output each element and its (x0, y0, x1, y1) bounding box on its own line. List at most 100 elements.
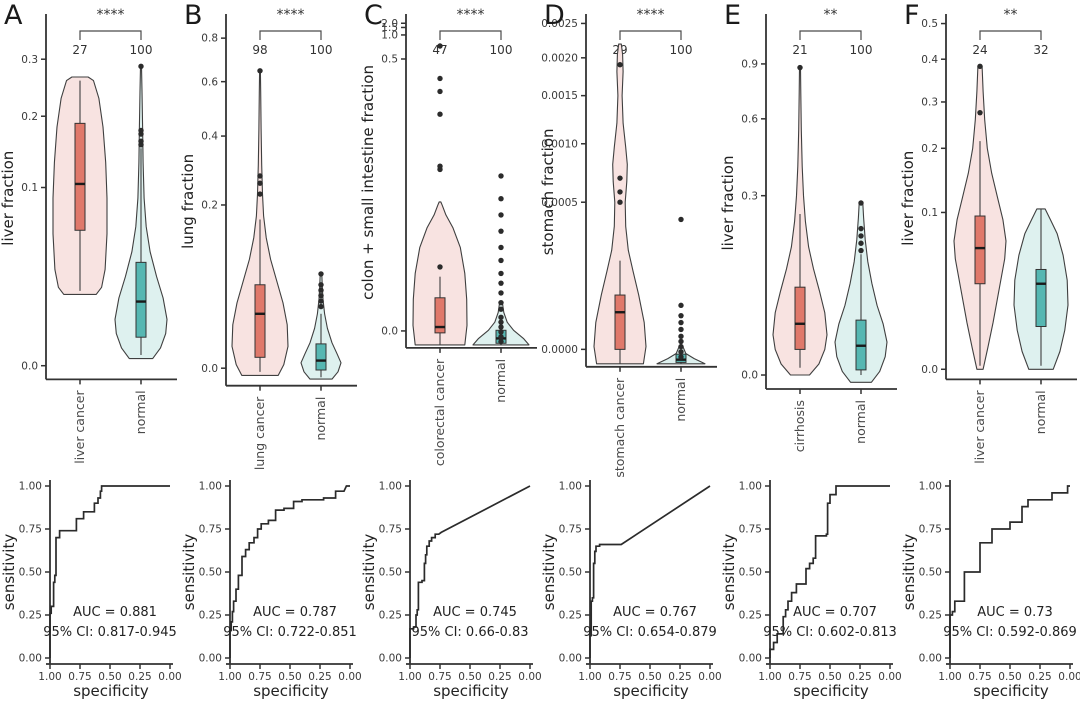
svg-text:specificity: specificity (793, 682, 869, 700)
panel-label-e: E (724, 0, 742, 31)
svg-text:0.00: 0.00 (1058, 671, 1080, 683)
svg-text:stomach fraction: stomach fraction (539, 128, 557, 255)
svg-text:0.25: 0.25 (199, 610, 222, 622)
svg-text:normal: normal (493, 359, 508, 403)
svg-text:****: **** (277, 7, 305, 23)
roc-plot-d: 1.00 0.75 0.50 0.25 0.00 0.00 0.25 0.50 0.75 1.00… (540, 480, 722, 700)
svg-text:1.00: 1.00 (398, 671, 421, 683)
svg-text:0.25: 0.25 (19, 610, 42, 622)
svg-text:1.00: 1.00 (559, 481, 582, 493)
svg-text:0.0025: 0.0025 (541, 18, 578, 30)
svg-text:0.25: 0.25 (848, 671, 871, 683)
svg-text:0.50: 0.50 (379, 567, 402, 579)
svg-text:0.75: 0.75 (248, 671, 271, 683)
svg-text:100: 100 (850, 43, 873, 57)
svg-text:sensitivity: sensitivity (0, 534, 18, 611)
svg-text:sensitivity: sensitivity (720, 534, 738, 611)
svg-text:1.0: 1.0 (381, 30, 398, 42)
svg-text:0.1: 0.1 (21, 182, 38, 194)
svg-text:specificity: specificity (973, 682, 1049, 700)
svg-text:0.00: 0.00 (698, 671, 721, 683)
svg-text:normal: normal (1033, 390, 1048, 434)
svg-text:0.0005: 0.0005 (541, 197, 578, 209)
svg-text:****: **** (97, 7, 125, 23)
roc-plot-a: 1.00 0.75 0.50 0.25 0.00 0.00 0.25 0.50 0.75 1.00… (0, 480, 182, 700)
svg-text:cirrhosis: cirrhosis (792, 400, 807, 452)
svg-text:specificity: specificity (613, 682, 689, 700)
svg-text:0.5: 0.5 (921, 18, 938, 30)
svg-text:0.0: 0.0 (381, 326, 398, 338)
svg-text:sensitivity: sensitivity (360, 534, 378, 611)
svg-text:lung fraction: lung fraction (179, 154, 197, 249)
svg-text:0.0020: 0.0020 (541, 52, 578, 64)
svg-text:0.00: 0.00 (199, 653, 222, 665)
svg-text:specificity: specificity (73, 682, 149, 700)
svg-text:0.75: 0.75 (559, 524, 582, 536)
svg-text:sensitivity: sensitivity (900, 534, 918, 611)
svg-text:1.00: 1.00 (938, 671, 961, 683)
panel-e: E ** 21 100 0.0 0.3 0.6 0.9 liver fraction cirrh… (719, 0, 902, 702)
svg-text:0.50: 0.50 (199, 567, 222, 579)
svg-text:0.75: 0.75 (428, 671, 451, 683)
svg-text:****: **** (637, 7, 665, 23)
svg-text:stomach cancer: stomach cancer (612, 377, 627, 478)
svg-text:0.1: 0.1 (921, 207, 938, 219)
svg-text:0.0: 0.0 (921, 364, 938, 376)
svg-text:95% CI: 0.654-0.879: 95% CI: 0.654-0.879 (583, 625, 717, 640)
panel-label-f: F (904, 0, 920, 31)
svg-text:1.00: 1.00 (218, 671, 241, 683)
svg-text:**: ** (824, 7, 838, 23)
violin-plot-d: ****291000.00000.00050.00100.00150.00200… (539, 7, 717, 478)
svg-text:0.00: 0.00 (878, 671, 901, 683)
svg-text:0.50: 0.50 (98, 671, 121, 683)
violin-plot-e: ** 21 100 0.0 0.3 0.6 0.9 liver fraction cirrhos… (719, 7, 897, 452)
svg-text:0.25: 0.25 (919, 610, 942, 622)
svg-text:0.25: 0.25 (488, 671, 511, 683)
svg-text:0.50: 0.50 (638, 671, 661, 683)
svg-text:2.0: 2.0 (381, 18, 398, 30)
svg-text:100: 100 (490, 43, 513, 57)
roc-plot-e: 1.00 0.75 0.50 0.25 0.00 0.00 0.25 0.50 0.75 1.00… (720, 480, 902, 700)
svg-text:****: **** (457, 7, 485, 23)
svg-text:0.75: 0.75 (788, 671, 811, 683)
svg-text:0.75: 0.75 (199, 524, 222, 536)
svg-text:lung cancer: lung cancer (252, 396, 267, 470)
svg-text:0.50: 0.50 (458, 671, 481, 683)
svg-text:liver cancer: liver cancer (972, 390, 987, 464)
svg-text:0.50: 0.50 (998, 671, 1021, 683)
svg-text:98: 98 (252, 43, 267, 57)
svg-text:21: 21 (792, 43, 807, 57)
svg-text:0.25: 0.25 (308, 671, 331, 683)
svg-text:normal: normal (133, 390, 148, 434)
svg-text:1.00: 1.00 (38, 671, 61, 683)
svg-text:0.75: 0.75 (608, 671, 631, 683)
svg-text:95% CI: 0.602-0.813: 95% CI: 0.602-0.813 (763, 625, 897, 640)
svg-text:0.25: 0.25 (559, 610, 582, 622)
svg-text:0.0010: 0.0010 (541, 138, 578, 150)
svg-text:liver fraction: liver fraction (0, 151, 17, 246)
svg-text:0.8: 0.8 (201, 33, 218, 45)
roc-plot-b: 1.00 0.75 0.50 0.25 0.00 0.00 0.25 0.50 0.75 1.00… (180, 480, 362, 700)
svg-text:95% CI: 0.592-0.869: 95% CI: 0.592-0.869 (943, 625, 1077, 640)
svg-text:0.2: 0.2 (201, 200, 218, 212)
svg-text:0.6: 0.6 (741, 113, 758, 125)
svg-text:0.0: 0.0 (21, 360, 38, 372)
svg-text:95% CI: 0.66-0.83: 95% CI: 0.66-0.83 (411, 625, 528, 640)
svg-text:0.25: 0.25 (1028, 671, 1051, 683)
svg-text:colorectal cancer: colorectal cancer (432, 358, 447, 466)
svg-text:**: ** (1004, 7, 1018, 23)
svg-text:1.00: 1.00 (379, 481, 402, 493)
svg-text:0.4: 0.4 (201, 131, 218, 143)
svg-text:0.00: 0.00 (338, 671, 361, 683)
svg-text:1.00: 1.00 (758, 671, 781, 683)
svg-text:0.00: 0.00 (19, 653, 42, 665)
svg-text:1.00: 1.00 (919, 481, 942, 493)
svg-text:0.75: 0.75 (968, 671, 991, 683)
violin-plot-b: **** 98 100 0.0 0.2 0.4 0.6 0.8 lung fraction lun… (179, 7, 357, 470)
panel-f: F ** 24 32 0.0 0.1 0.2 0.3 0.4 0.5 liver fraction… (899, 0, 1080, 702)
svg-text:0.25: 0.25 (739, 610, 762, 622)
svg-text:0.6: 0.6 (201, 76, 218, 88)
svg-text:0.00: 0.00 (919, 653, 942, 665)
svg-text:47: 47 (432, 43, 447, 57)
